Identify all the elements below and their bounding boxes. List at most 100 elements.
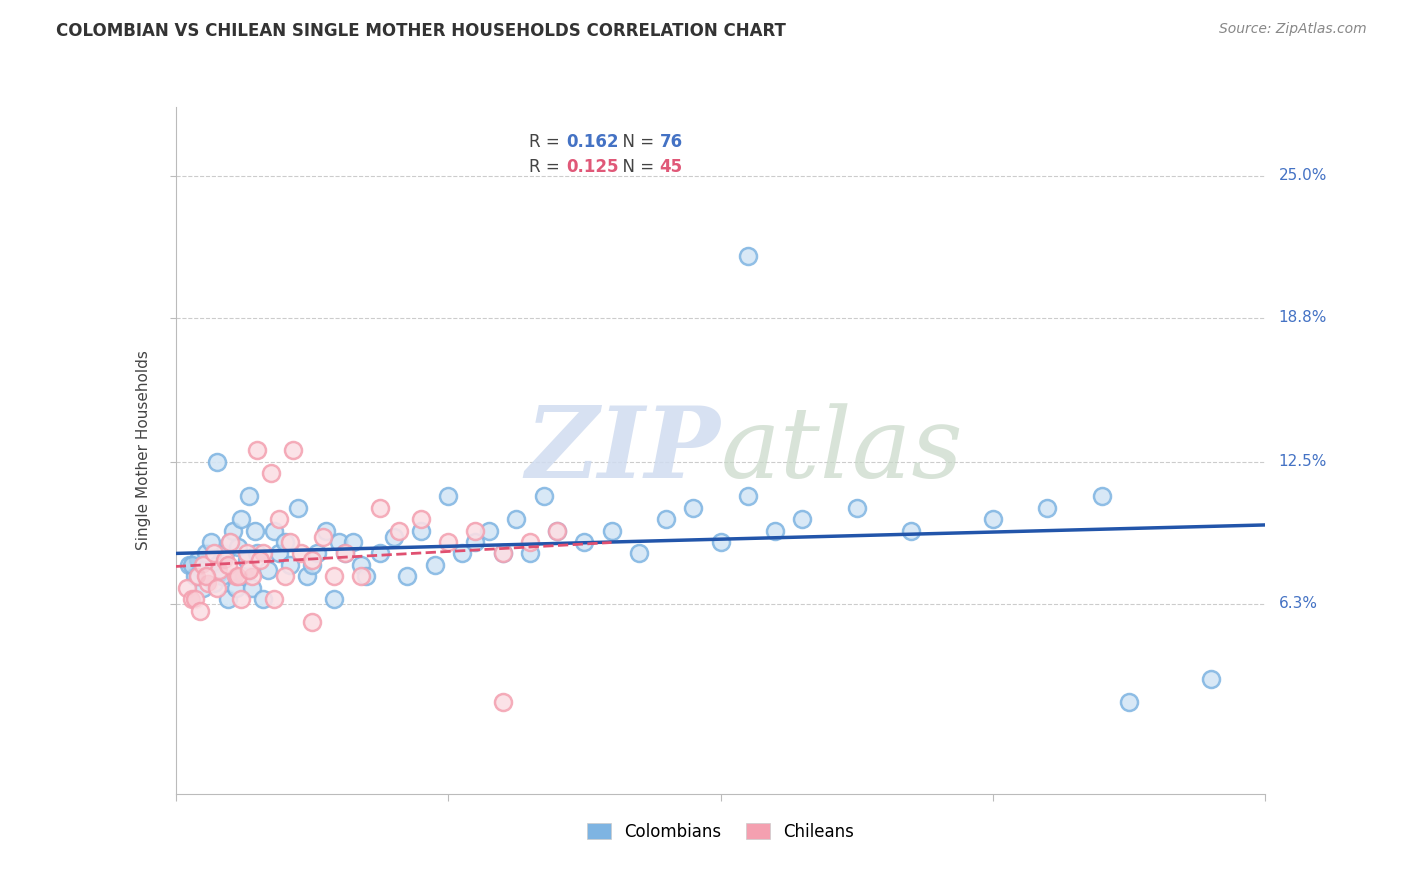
Point: [301, 615, 323, 630]
Point: [176, 581, 198, 595]
Point: [186, 553, 209, 567]
Point: [1199, 673, 1222, 687]
Point: [186, 569, 209, 583]
Text: 0.162: 0.162: [565, 133, 619, 151]
Point: [194, 569, 217, 583]
Point: [409, 512, 432, 526]
Point: [278, 558, 301, 572]
Point: [208, 567, 231, 582]
Point: [274, 535, 297, 549]
Point: [205, 455, 228, 469]
Y-axis label: Single Mother Households: Single Mother Households: [136, 351, 152, 550]
Point: [437, 535, 460, 549]
Point: [219, 535, 242, 549]
Point: [382, 531, 405, 545]
Point: [350, 558, 373, 572]
Point: [290, 546, 312, 561]
Point: [246, 546, 269, 561]
Point: [202, 546, 225, 561]
Point: [1036, 500, 1059, 515]
Point: [263, 524, 285, 538]
Text: 12.5%: 12.5%: [1278, 454, 1327, 469]
Point: [519, 535, 541, 549]
Point: [900, 524, 922, 538]
Point: [243, 524, 266, 538]
Point: [492, 546, 515, 561]
Point: [281, 443, 304, 458]
Text: 76: 76: [659, 133, 683, 151]
Point: [600, 524, 623, 538]
Point: [492, 546, 515, 561]
Point: [574, 535, 596, 549]
Point: [333, 546, 356, 561]
Text: 0.125: 0.125: [565, 158, 619, 176]
Point: [194, 546, 217, 561]
Point: [505, 512, 527, 526]
Point: [492, 546, 515, 561]
Point: [232, 569, 254, 583]
Point: [546, 524, 568, 538]
Point: [235, 546, 257, 561]
Point: [627, 546, 650, 561]
Text: 25.0%: 25.0%: [1278, 169, 1327, 183]
Point: [243, 524, 266, 538]
Point: [238, 489, 260, 503]
Point: [176, 581, 198, 595]
Point: [682, 500, 704, 515]
Point: [179, 558, 201, 572]
Point: [211, 569, 233, 583]
Point: [200, 535, 222, 549]
Point: [214, 546, 236, 561]
Point: [252, 546, 274, 561]
Point: [278, 535, 301, 549]
Point: [763, 524, 786, 538]
Point: [194, 546, 217, 561]
Point: [478, 524, 501, 538]
Point: [519, 546, 541, 561]
Point: [208, 567, 231, 582]
Point: [222, 524, 245, 538]
Point: [519, 546, 541, 561]
Point: [238, 562, 260, 576]
Point: [197, 567, 219, 582]
Point: [214, 553, 236, 567]
Point: [205, 558, 228, 572]
Point: [350, 569, 373, 583]
Point: [191, 581, 214, 595]
Point: [184, 592, 207, 607]
Point: [186, 569, 209, 583]
Point: [900, 524, 922, 538]
Point: [655, 512, 678, 526]
Point: [312, 531, 335, 545]
Point: [333, 546, 356, 561]
Point: [184, 569, 207, 583]
Point: [356, 569, 378, 583]
Point: [231, 512, 253, 526]
Point: [269, 512, 291, 526]
Point: [287, 500, 309, 515]
Point: [263, 592, 285, 607]
Point: [191, 558, 214, 572]
Point: [792, 512, 814, 526]
Point: [257, 562, 280, 576]
Point: [197, 576, 219, 591]
Point: [219, 535, 242, 549]
Point: [202, 546, 225, 561]
Point: [478, 524, 501, 538]
Point: [240, 581, 263, 595]
Point: [181, 592, 204, 607]
Point: [274, 569, 297, 583]
Point: [188, 562, 211, 576]
Point: [737, 489, 759, 503]
Point: [368, 500, 391, 515]
Point: [217, 558, 239, 572]
Point: [301, 558, 323, 572]
Point: [464, 524, 486, 538]
Point: [246, 546, 269, 561]
Point: [1091, 489, 1114, 503]
Point: [409, 524, 432, 538]
Point: [981, 512, 1004, 526]
Point: [315, 524, 337, 538]
Point: [179, 558, 201, 572]
Point: [222, 524, 245, 538]
